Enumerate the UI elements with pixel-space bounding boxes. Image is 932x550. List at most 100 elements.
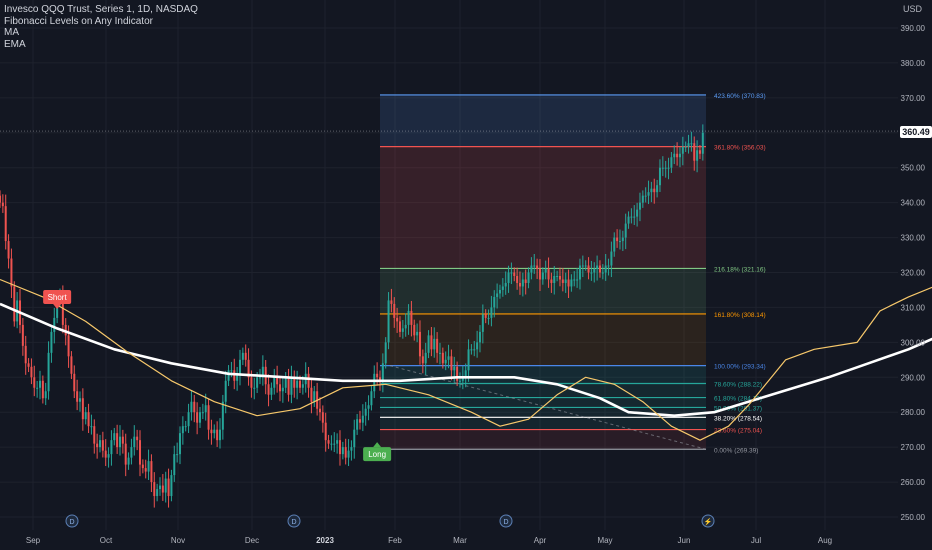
price-tick-label: 260.00 — [901, 478, 926, 487]
candle-body — [41, 380, 44, 399]
candle-body — [533, 265, 536, 267]
candle-body — [221, 401, 224, 430]
candle-body — [67, 335, 70, 357]
candle-body — [90, 426, 93, 428]
candle-body — [607, 265, 610, 267]
candle-body — [476, 342, 479, 350]
candle-body — [416, 331, 419, 336]
candle-body — [558, 275, 561, 280]
candle-body — [618, 241, 621, 243]
price-tick-label: 290.00 — [901, 373, 926, 382]
candle-body — [653, 188, 656, 193]
time-axis[interactable]: Sep Oct Nov Dec 2023 Feb Mar Apr May Jun Jul Aug — [26, 536, 832, 545]
indicator-fibonacci-label[interactable]: Fibonacci Levels on Any Indicator — [4, 15, 153, 27]
candle-body — [101, 440, 104, 451]
trade-signals[interactable]: Short Long — [43, 289, 392, 462]
candle-body — [441, 352, 444, 364]
candle-body — [136, 436, 139, 441]
candle-body — [96, 443, 99, 448]
candle-body — [581, 265, 584, 267]
candle-body — [541, 272, 544, 280]
time-tick-label: Sep — [26, 536, 41, 545]
event-markers[interactable]: D D D ⚡ — [65, 514, 715, 528]
candle-body — [467, 349, 470, 371]
candle-body — [50, 331, 53, 353]
fib-band — [380, 429, 706, 450]
indicator-ema-label[interactable]: EMA — [4, 38, 26, 50]
candle-body — [253, 387, 256, 389]
candle-body — [87, 412, 90, 427]
candle-body — [516, 275, 519, 283]
candle-body — [144, 468, 147, 472]
candle-body — [196, 412, 199, 423]
trend-line — [389, 365, 707, 450]
candle-body — [373, 373, 376, 392]
candle-body — [181, 426, 184, 434]
price-axis[interactable]: 250.00 260.00 270.00 280.00 290.00 300.00 310.… — [901, 24, 926, 522]
candle-body — [604, 265, 607, 273]
candle-body — [573, 279, 576, 281]
candle-body — [338, 440, 341, 455]
candle-body — [670, 157, 673, 168]
time-tick-label: Jun — [678, 536, 691, 545]
candle-body — [104, 450, 107, 458]
candle-body — [121, 436, 124, 444]
candle-body — [150, 461, 153, 483]
candle-body — [70, 356, 73, 374]
candle-body — [356, 419, 359, 430]
fib-level-label: 423.60% (370.83) — [714, 93, 766, 100]
fib-band — [380, 365, 706, 384]
candle-body — [247, 359, 250, 378]
candle-body — [507, 272, 510, 283]
candle-body — [556, 275, 559, 277]
price-tick-label: 390.00 — [901, 24, 926, 33]
candle-body — [538, 269, 541, 280]
candle-body — [393, 303, 396, 318]
fib-level-label: 50.00% (281.37) — [714, 405, 762, 412]
candle-body — [484, 314, 487, 318]
candle-body — [456, 366, 459, 381]
candle-body — [498, 289, 501, 294]
time-tick-label: Nov — [171, 536, 185, 545]
candle-body — [613, 237, 616, 252]
candle-body — [170, 475, 173, 497]
candle-body — [690, 143, 693, 145]
candle-body — [398, 321, 401, 332]
candle-body — [624, 223, 627, 238]
candle-body — [487, 317, 490, 319]
fib-band — [380, 407, 706, 418]
candle-body — [473, 349, 476, 351]
symbol-title[interactable]: Invesco QQQ Trust, Series 1, 1D, NASDAQ — [4, 4, 198, 15]
candle-body — [387, 300, 390, 343]
candle-body — [190, 401, 193, 413]
candle-body — [76, 391, 79, 402]
candle-body — [158, 485, 161, 490]
candle-body — [636, 209, 639, 217]
candle-body — [521, 279, 524, 287]
fib-level-label: 78.60% (288.22) — [714, 382, 762, 389]
candle-body — [78, 398, 81, 402]
candle-body — [193, 401, 196, 413]
time-tick-label: Mar — [453, 536, 467, 545]
candle-body — [176, 454, 179, 456]
candle-body — [81, 398, 84, 420]
candle-body — [464, 370, 467, 378]
candle-body — [187, 412, 190, 427]
currency-label: USD — [902, 4, 922, 14]
grid-lines — [0, 0, 898, 530]
candle-body — [404, 324, 407, 329]
candle-body — [424, 352, 427, 364]
candle-body — [130, 447, 133, 458]
candle-body — [496, 293, 499, 297]
candle-body — [576, 279, 579, 281]
candle-body — [478, 331, 481, 343]
candle-body — [458, 380, 461, 382]
candle-body — [381, 363, 384, 381]
candle-body — [224, 380, 227, 402]
candle-body — [341, 447, 344, 455]
candle-body — [661, 167, 664, 169]
ma-line — [0, 302, 932, 418]
indicator-ma-label[interactable]: MA — [4, 27, 19, 38]
event-marker-label: D — [291, 519, 296, 526]
